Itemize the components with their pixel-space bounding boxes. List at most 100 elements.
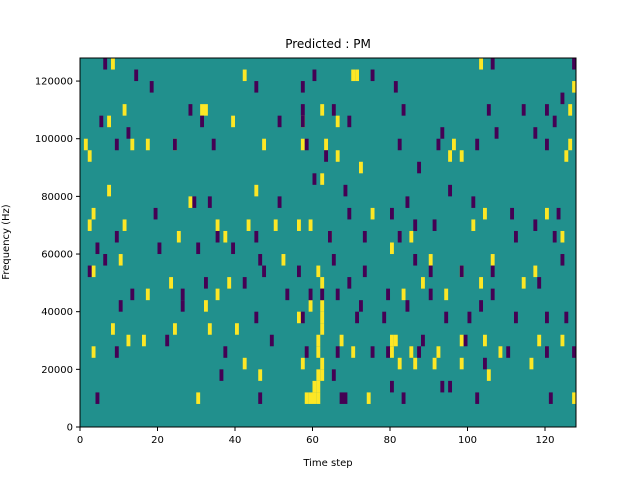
heatmap-cell-low <box>343 392 348 404</box>
heatmap-cell-low <box>312 173 317 185</box>
x-tick-label: 20 <box>151 435 164 446</box>
x-axis-ticks: 0 20 40 60 80 100 120 <box>77 427 555 446</box>
heatmap-cell-low <box>552 230 557 243</box>
heatmap-cell-low <box>459 265 464 278</box>
heatmap-cells <box>83 58 577 404</box>
heatmap-cell-high <box>258 369 263 381</box>
heatmap-cell-low <box>304 346 309 358</box>
heatmap-cell-high <box>254 184 259 197</box>
y-tick-label: 120000 <box>35 77 73 88</box>
heatmap-cell-high <box>537 334 542 347</box>
heatmap-cell-low <box>180 300 185 312</box>
heatmap-cell-low <box>572 58 577 70</box>
heatmap-cell-high <box>351 69 356 82</box>
heatmap-cell-low <box>320 288 325 301</box>
heatmap-cell-high <box>413 357 418 370</box>
heatmap-cell-high <box>196 392 201 404</box>
heatmap-cell-high <box>436 346 441 358</box>
heatmap-cell-high <box>390 346 394 358</box>
heatmap-cell-high <box>223 230 228 243</box>
heatmap-cell-high <box>370 207 375 220</box>
x-tick-label: 80 <box>384 435 397 446</box>
heatmap-cell-low <box>153 207 158 220</box>
heatmap-cell-low <box>413 219 418 231</box>
heatmap-cell-low <box>285 288 290 301</box>
heatmap-cell-high <box>316 346 321 358</box>
heatmap-cell-high <box>486 369 491 381</box>
heatmap-cell-high <box>91 265 96 278</box>
plot-frame <box>79 57 577 428</box>
heatmap-cell-high <box>479 58 484 70</box>
heatmap-cell-low <box>405 300 410 312</box>
heatmap-cell-low <box>335 288 340 301</box>
heatmap-cell-low <box>401 392 406 404</box>
heatmap-cell-low <box>254 81 259 93</box>
heatmap-cell-high <box>204 104 208 116</box>
heatmap-cell-high <box>401 288 406 301</box>
heatmap-cell-high <box>91 346 96 358</box>
heatmap-cell-low <box>277 115 282 128</box>
heatmap-cell-low <box>545 346 549 358</box>
heatmap-cell-low <box>467 311 472 324</box>
heatmap-cell-high <box>316 392 321 404</box>
heatmap-cell-high <box>176 230 181 243</box>
heatmap-cell-low <box>448 380 453 393</box>
heatmap-cell-low <box>436 138 441 151</box>
heatmap-cell-low <box>192 196 197 208</box>
heatmap-cell-low <box>564 311 569 324</box>
heatmap-cell-high <box>459 150 464 162</box>
heatmap-cell-high <box>297 219 301 231</box>
heatmap-cell-high <box>308 392 313 404</box>
heatmap-cell-high <box>320 173 325 185</box>
heatmap-cell-low <box>242 277 247 289</box>
heatmap-cell-high <box>320 311 325 324</box>
heatmap-cell-low <box>204 277 208 289</box>
heatmap-cell-low <box>572 346 577 358</box>
heatmap-cell-high <box>393 334 398 347</box>
heatmap-cell-low <box>231 242 236 255</box>
heatmap-cell-high <box>83 138 88 151</box>
heatmap-cell-high <box>87 219 92 231</box>
heatmap-cell-low <box>506 346 511 358</box>
heatmap-cell-high <box>320 277 325 289</box>
heatmap-cell-high <box>428 254 433 266</box>
heatmap-cell-high <box>320 300 325 312</box>
heatmap-cell-low <box>432 219 437 231</box>
heatmap-cell-low <box>510 207 515 220</box>
heatmap-cell-high <box>242 357 247 370</box>
heatmap-cell-low <box>331 104 336 116</box>
heatmap-cell-low <box>355 311 360 324</box>
heatmap-cell-low <box>118 300 123 312</box>
heatmap-cell-high <box>312 392 317 404</box>
heatmap-cell-low <box>196 242 201 255</box>
heatmap-cell-low <box>405 196 410 208</box>
heatmap-cell-low <box>95 242 100 255</box>
heatmap-cell-low <box>390 380 394 393</box>
heatmap-cell-low <box>343 184 348 197</box>
heatmap-cell-low <box>339 392 344 404</box>
heatmap-cell-low <box>180 288 185 301</box>
heatmap-cell-high <box>316 369 321 381</box>
x-tick-label: 40 <box>229 435 242 446</box>
heatmap-cell-low <box>440 127 445 139</box>
heatmap-cell-low <box>428 288 433 301</box>
heatmap-cell-low <box>370 69 375 82</box>
heatmap-cell-high <box>390 242 394 255</box>
heatmap-cell-low <box>521 104 526 116</box>
heatmap-cell-high <box>297 311 301 324</box>
heatmap-cell-high <box>246 219 251 231</box>
heatmap-cell-low <box>308 288 313 301</box>
heatmap-cell-low <box>300 81 305 93</box>
heatmap-cell-low <box>444 311 449 324</box>
x-tick-label: 100 <box>458 435 477 446</box>
heatmap-cell-high <box>87 150 92 162</box>
heatmap-cell-low <box>514 311 518 324</box>
heatmap-cell-low <box>126 127 131 139</box>
heatmap-cell-high <box>533 265 538 278</box>
heatmap-cell-high <box>483 207 487 220</box>
heatmap-cell-low <box>188 104 193 116</box>
heatmap-cell-low <box>114 346 119 358</box>
heatmap-cell-high <box>560 230 565 243</box>
heatmap-cell-high <box>459 357 464 370</box>
heatmap-cell-low <box>545 311 549 324</box>
